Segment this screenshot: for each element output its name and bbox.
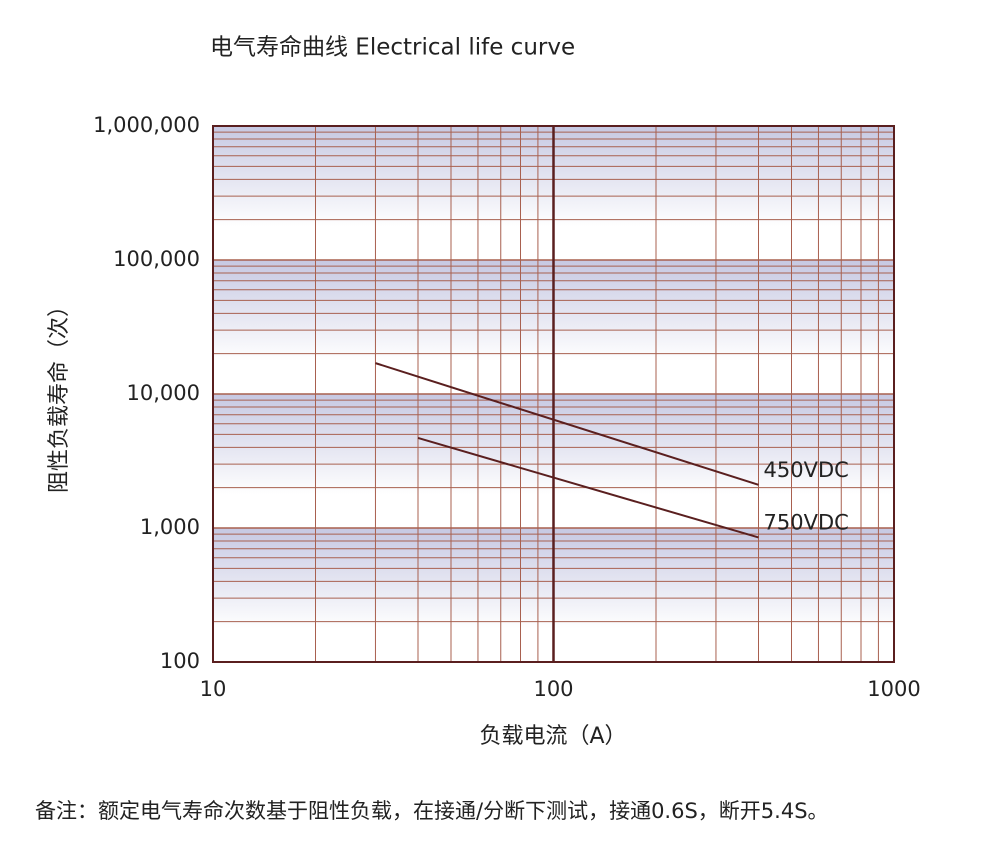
plot-area [212, 125, 895, 663]
x-tick-label: 10 [200, 677, 227, 701]
y-axis-label: 阻性负载寿命（次） [47, 295, 72, 493]
y-tick-label: 100,000 [113, 247, 200, 271]
series-line [417, 436, 759, 539]
x-tick-label: 1000 [867, 677, 920, 701]
y-tick-label: 10,000 [127, 381, 200, 405]
x-axis-label: 负载电流（A） [479, 724, 626, 749]
note: 备注：额定电气寿命次数基于阻性负载，在接通/分断下测试，接通0.6S，断开5.4… [35, 799, 829, 823]
y-tick-label: 1,000,000 [93, 113, 200, 137]
x-tick-label: 100 [533, 677, 573, 701]
y-tick-label: 100 [160, 649, 200, 673]
series-label: 750VDC [764, 510, 849, 534]
series-line [375, 362, 759, 486]
chart-title: 电气寿命曲线 Electrical life curve [210, 35, 575, 61]
y-tick-label: 1,000 [140, 515, 200, 539]
series-label: 450VDC [764, 458, 849, 482]
plot-border [212, 125, 895, 663]
